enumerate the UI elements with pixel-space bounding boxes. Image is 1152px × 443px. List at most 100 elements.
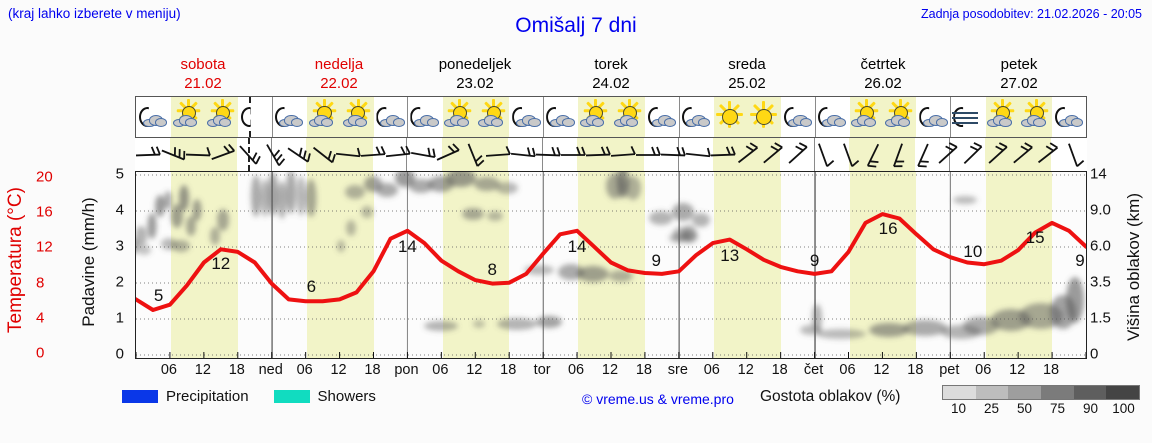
x-tick-label: 06 xyxy=(975,362,992,378)
cloud-icon xyxy=(142,114,168,128)
wind-barb xyxy=(185,138,211,171)
cloud-icon xyxy=(308,114,334,128)
cloud-height-ticks: 0 1.5 3.5 6.0 9.0 14 xyxy=(1090,167,1126,362)
fog-line xyxy=(952,122,979,124)
x-tick-label: tor xyxy=(533,362,551,378)
cloud-density-step xyxy=(1106,386,1140,399)
cloud-icon xyxy=(550,114,575,128)
temperature-tick: 4 xyxy=(36,309,45,327)
wind-barb xyxy=(685,138,711,171)
x-tick-label: 06 xyxy=(567,362,585,378)
weather-icon-cell xyxy=(407,97,441,137)
weather-icon-cell xyxy=(747,97,781,137)
sun-ray xyxy=(594,98,598,108)
x-tick-label: 18 xyxy=(771,362,788,378)
weather-icon-cell xyxy=(916,97,950,137)
cloud-puff xyxy=(833,118,846,127)
day-header-sobota: sobota 21.02 xyxy=(135,55,271,95)
precipitation-tick: 5 xyxy=(115,165,124,183)
x-tick-label: 06 xyxy=(296,362,313,378)
cloud-density-stop-label: 90 xyxy=(1082,401,1099,416)
wind-barb xyxy=(1060,138,1086,171)
wind-barb xyxy=(885,138,911,171)
temperature-point-label: 8 xyxy=(487,259,497,279)
wind-barb xyxy=(985,138,1011,171)
day-name: petek xyxy=(1000,56,1038,73)
x-tick-label: čet xyxy=(803,362,824,378)
copyright-link[interactable]: © vreme.us & vreme.pro xyxy=(582,391,734,407)
cloud-puff xyxy=(456,118,469,127)
moon-fog-icon xyxy=(952,102,982,132)
sun-ray xyxy=(762,101,766,111)
cloud-height-tick: 3.5 xyxy=(1090,273,1111,291)
weather-icon-cell xyxy=(984,97,1018,137)
last-update-text: Zadnja posodobitev: 21.02.2026 - 20:05 xyxy=(920,7,1142,21)
x-tick-label: 18 xyxy=(364,362,381,378)
wind-barb xyxy=(560,138,586,171)
x-tick-label: 12 xyxy=(194,362,211,378)
cloud-icon xyxy=(444,114,469,128)
cloud-icon xyxy=(1059,114,1084,128)
temperature-tick: 12 xyxy=(36,238,53,256)
wind-barb xyxy=(360,138,386,171)
cloud-puff xyxy=(592,118,605,127)
wind-barb xyxy=(535,138,561,171)
moon-icon xyxy=(783,107,794,127)
x-tick-label: ned xyxy=(258,362,283,378)
x-tick-label: sre xyxy=(667,362,688,378)
weather-icon-cell xyxy=(815,97,849,137)
x-tick-label: 12 xyxy=(873,362,890,378)
daylight-band xyxy=(848,138,916,171)
temperature-curve xyxy=(136,212,1086,312)
cloud-icon xyxy=(1021,114,1046,128)
day-separator xyxy=(407,97,409,137)
weather-icon-cell xyxy=(272,97,306,137)
weather-icon-cell xyxy=(475,97,509,137)
day-date: 24.02 xyxy=(592,75,630,92)
cloud-puff xyxy=(1033,118,1046,127)
wind-barb xyxy=(260,138,286,171)
precipitation-ticks: 0 1 2 3 4 5 xyxy=(98,167,128,362)
daylight-band xyxy=(984,138,1052,171)
cloud-puff xyxy=(185,118,198,127)
cloud-density-stop-label: 10 xyxy=(950,401,967,416)
day-date: 27.02 xyxy=(1000,75,1038,92)
weather-icon-cell xyxy=(340,97,374,137)
day-name: sobota xyxy=(180,56,226,73)
cloud-icon xyxy=(516,114,541,128)
sun-icon xyxy=(716,101,744,129)
cloud-icon xyxy=(787,114,813,128)
cloud-density-layer xyxy=(136,172,1084,339)
day-date: 26.02 xyxy=(864,75,902,92)
day-separator xyxy=(950,97,952,137)
weather-icon-cell xyxy=(170,97,204,137)
cloud-icon xyxy=(478,114,503,128)
moon-icon xyxy=(240,102,270,132)
fog-line xyxy=(952,112,979,114)
moon-cloud-icon xyxy=(138,102,168,132)
temperature-tick: 0 xyxy=(36,344,45,362)
cloud-icon xyxy=(685,114,711,128)
cloud-density-scale: 10 25 50 75 90 100 xyxy=(942,385,1140,416)
precipitation-tick: 4 xyxy=(115,201,124,219)
temperature-point-label: 14 xyxy=(567,236,587,256)
wind-barb xyxy=(460,138,486,171)
weather-icon-cell xyxy=(204,97,238,137)
cloud-height-axis-label: Višina oblakov (km) xyxy=(1124,192,1143,342)
temperature-tick: 8 xyxy=(36,274,45,292)
x-tick-label: 18 xyxy=(1042,362,1060,378)
cloud-puff xyxy=(1071,118,1084,127)
weather-icon-cell xyxy=(136,97,170,137)
temperature-point-label: 9 xyxy=(1075,250,1085,270)
weather-icon-cell xyxy=(441,97,475,137)
showers-swatch xyxy=(273,390,310,403)
cloud-height-tick: 14 xyxy=(1090,165,1107,183)
wind-barb xyxy=(635,138,661,171)
cloud-puff xyxy=(320,118,334,127)
moon-icon xyxy=(274,107,285,127)
precipitation-swatch xyxy=(122,390,158,403)
daylight-band xyxy=(307,172,374,358)
day-separator xyxy=(813,138,815,171)
moon-icon xyxy=(1055,107,1065,127)
wind-barb xyxy=(710,138,736,171)
